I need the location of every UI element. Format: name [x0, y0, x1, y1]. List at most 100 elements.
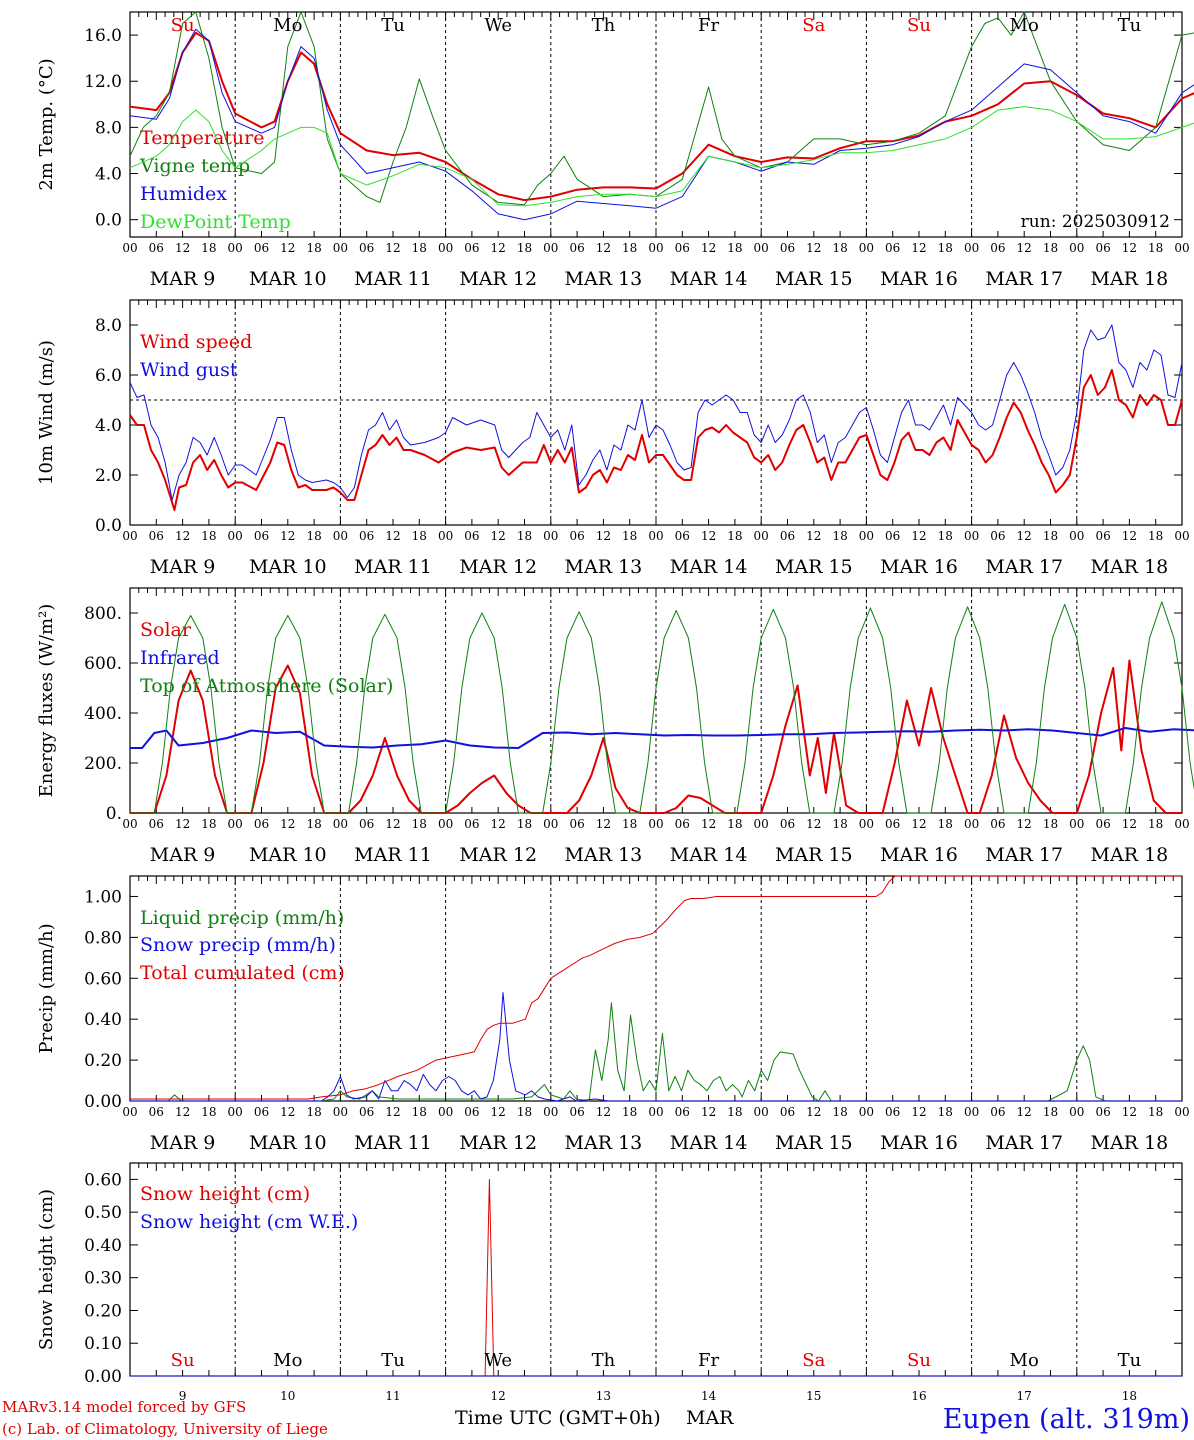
hour-tick-label: 18	[1148, 817, 1163, 831]
hour-tick-label: 06	[1095, 1105, 1110, 1119]
day-number: 15	[806, 1389, 821, 1403]
hour-tick-label: 18	[832, 529, 847, 543]
hour-tick-label: 12	[596, 529, 611, 543]
day-label: MAR 16	[880, 268, 958, 290]
hour-tick-label: 18	[517, 241, 532, 255]
hour-tick-label: 18	[1043, 241, 1058, 255]
hour-tick-label: 12	[806, 241, 821, 255]
hour-tick-label: 06	[254, 817, 269, 831]
hour-tick-label: 00	[859, 1105, 874, 1119]
day-name-bottom: Th	[592, 1350, 616, 1371]
hour-tick-label: 00	[648, 1105, 663, 1119]
legend-entry-1: Temperature	[140, 127, 264, 149]
top-minor-ticks	[129, 300, 1183, 525]
y-tick-label: 0.40	[84, 1010, 122, 1030]
day-label: MAR 18	[1091, 844, 1169, 866]
day-number: 17	[1017, 1389, 1032, 1403]
day-name-top: Mo	[1010, 15, 1039, 36]
hour-tick-label: 12	[806, 817, 821, 831]
day-label: MAR 11	[354, 268, 432, 290]
legend-entry-2: Wind gust	[140, 359, 238, 381]
hour-tick-label: 06	[464, 817, 479, 831]
day-name-top: We	[484, 15, 512, 36]
hour-tick-label: 00	[754, 1105, 769, 1119]
hour-tick-label: 00	[228, 241, 243, 255]
hour-tick-label: 12	[491, 1105, 506, 1119]
hour-tick-label: 06	[885, 1105, 900, 1119]
hour-tick-label: 06	[780, 817, 795, 831]
series-line-2	[129, 11, 1194, 206]
day-label: MAR 12	[459, 268, 537, 290]
hour-tick-label: 12	[175, 529, 190, 543]
hour-tick-label: 12	[280, 529, 295, 543]
y-tick-label: 400.	[84, 704, 122, 724]
day-label: MAR 17	[985, 1132, 1063, 1154]
hour-tick-label: 00	[964, 817, 979, 831]
hour-tick-label: 00	[1069, 529, 1084, 543]
hour-tick-label: 00	[648, 817, 663, 831]
hour-tick-label: 12	[596, 241, 611, 255]
legend-entry-1: Liquid precip (mm/h)	[140, 907, 344, 929]
y-tick-label: 0.60	[84, 1170, 122, 1190]
hour-tick-label: 12	[280, 817, 295, 831]
y-tick-label: 6.0	[95, 366, 122, 386]
y-tick-label: 0.0	[95, 211, 122, 231]
hour-tick-label: 18	[1148, 1105, 1163, 1119]
hour-tick-label: 06	[149, 241, 164, 255]
x-axis-labels: 00 06 12 18 00 06 12 18 00 06 12 18 00 06 12 18 00 06 12 18…	[122, 817, 1189, 866]
hour-tick-label: 12	[806, 1105, 821, 1119]
day-label: MAR 17	[985, 556, 1063, 578]
day-name-bottom: Su	[907, 1350, 931, 1371]
x-axis-labels: 00 06 12 18 00 06 12 18 00 06 12 18 00 06 12 18 00 06 12 18…	[122, 1105, 1189, 1154]
hour-tick-label: 00	[228, 529, 243, 543]
day-name-top: Th	[592, 15, 616, 36]
day-name-bottom: Su	[171, 1350, 195, 1371]
day-label: MAR 18	[1091, 556, 1169, 578]
hour-tick-label: 18	[727, 241, 742, 255]
y-tick-label: 0.	[106, 804, 122, 824]
plot-frame	[129, 587, 1183, 814]
hour-tick-label: 00	[438, 1105, 453, 1119]
day-label: MAR 14	[670, 1132, 748, 1154]
hour-tick-label: 12	[701, 817, 716, 831]
series-line-3	[129, 28, 1194, 221]
hour-tick-label: 18	[727, 529, 742, 543]
day-label: MAR 12	[459, 1132, 537, 1154]
day-name-top: Su	[907, 15, 931, 36]
y-axis-label: 2m Temp. (°C)	[36, 58, 57, 190]
hour-tick-label: 12	[701, 241, 716, 255]
y-axis: 0.00 0.10 0.20 0.30 0.40 0.50 0.60 Snow height …	[36, 1170, 1182, 1387]
series-line-1	[130, 659, 1182, 814]
hour-tick-label: 06	[675, 817, 690, 831]
y-tick-label: 0.50	[84, 1203, 122, 1223]
hour-tick-label: 06	[675, 529, 690, 543]
legend-entry-1: Snow height (cm)	[140, 1183, 310, 1205]
hour-tick-label: 12	[385, 529, 400, 543]
hour-tick-label: 12	[701, 529, 716, 543]
hour-tick-label: 06	[569, 817, 584, 831]
panel-2: 0.0 2.0 4.0 6.0 8.0 10m Wind (m/s) Wind speed W…	[36, 299, 1190, 578]
hour-tick-label: 18	[622, 1105, 637, 1119]
day-name-bottom: Tu	[381, 1350, 405, 1371]
day-name-top: Fr	[698, 15, 719, 36]
day-name-top: Tu	[381, 15, 405, 36]
hour-tick-label: 06	[569, 1105, 584, 1119]
hour-tick-label: 18	[622, 529, 637, 543]
hour-tick-label: 12	[911, 817, 926, 831]
day-label: MAR 16	[880, 1132, 958, 1154]
plot-frame	[129, 299, 1183, 526]
y-tick-label: 8.0	[95, 118, 122, 138]
day-name-top: Tu	[1118, 15, 1142, 36]
hour-tick-label: 00	[122, 817, 137, 831]
hour-tick-label: 18	[1043, 1105, 1058, 1119]
hour-tick-label: 12	[385, 241, 400, 255]
hour-tick-label: 18	[938, 529, 953, 543]
hour-tick-label: 06	[1095, 241, 1110, 255]
series-line-2	[130, 727, 1194, 749]
day-label: MAR 12	[459, 556, 537, 578]
day-label: MAR 18	[1091, 1132, 1169, 1154]
y-tick-label: 0.00	[84, 1092, 122, 1112]
day-label: MAR 13	[565, 268, 643, 290]
hour-tick-label: 06	[675, 241, 690, 255]
